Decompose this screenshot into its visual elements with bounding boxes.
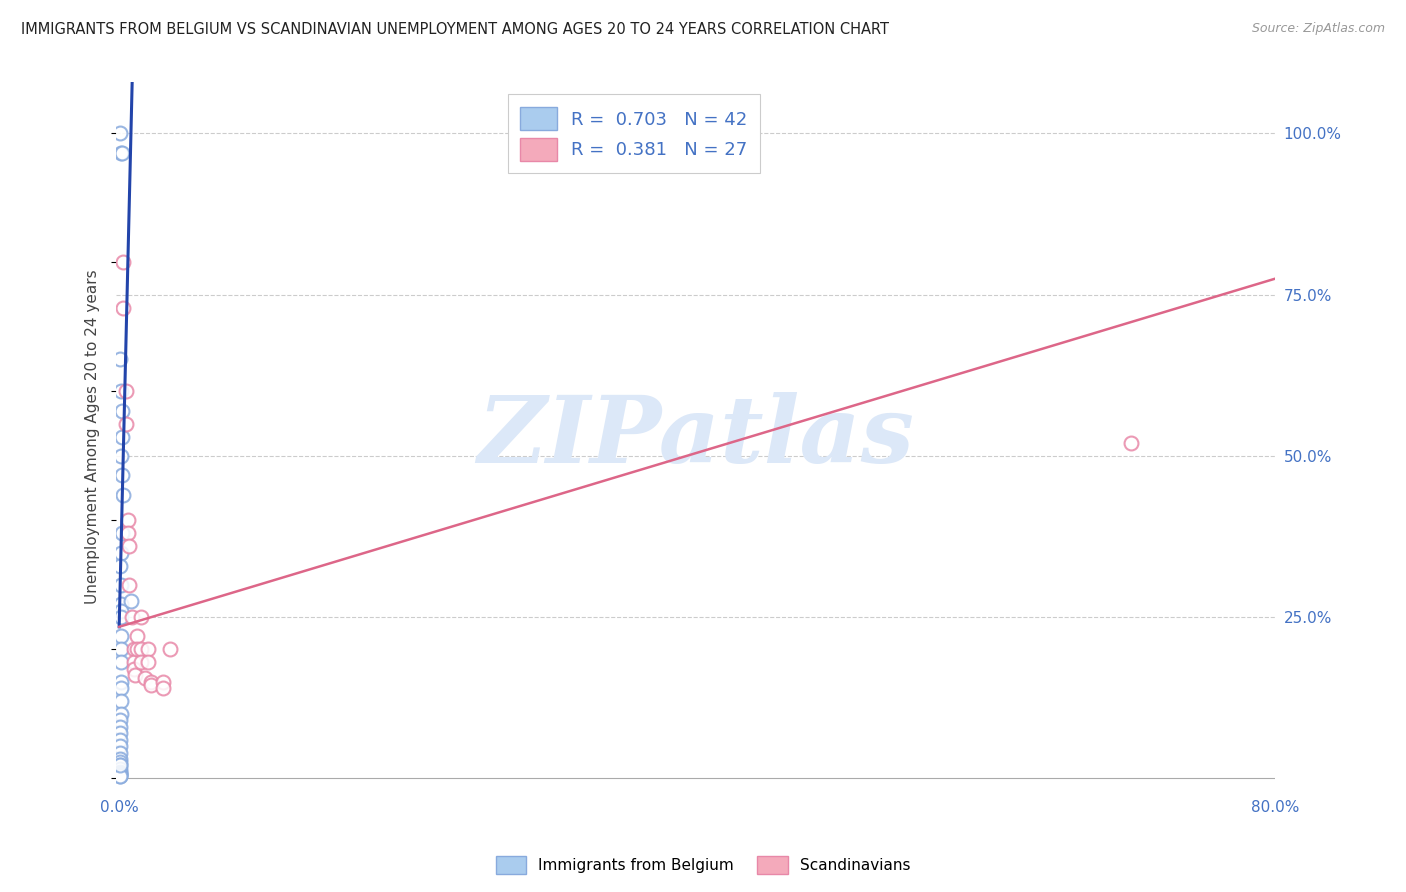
Point (108, 764, 131, 779)
Point (108, 739, 131, 753)
Legend: R =  0.703   N = 42, R =  0.381   N = 27: R = 0.703 N = 42, R = 0.381 N = 27 (508, 95, 759, 173)
Point (110, 674, 132, 689)
Point (136, 642, 159, 657)
Point (117, 526, 139, 541)
Point (110, 597, 132, 611)
Point (110, 145, 132, 160)
Point (125, 642, 148, 657)
Point (136, 655, 159, 669)
Point (111, 468, 134, 483)
Point (108, 758, 131, 772)
Point (139, 674, 162, 689)
Point (134, 672, 156, 686)
Point (125, 630, 148, 644)
Point (108, 720, 131, 734)
Point (112, 301, 135, 315)
Point (117, 513, 139, 527)
Point (111, 145, 134, 160)
Point (108, 755, 131, 769)
Point (110, 578, 132, 592)
Point (110, 558, 132, 573)
Point (1119, 436, 1142, 450)
Point (108, 714, 131, 728)
Point (129, 642, 152, 657)
Point (152, 674, 174, 689)
Point (108, 766, 131, 780)
Point (110, 655, 132, 669)
Point (110, 630, 132, 644)
Point (129, 655, 152, 669)
Text: ZIPatlas: ZIPatlas (478, 392, 914, 482)
Point (121, 610, 143, 624)
Text: IMMIGRANTS FROM BELGIUM VS SCANDINAVIAN UNEMPLOYMENT AMONG AGES 20 TO 24 YEARS C: IMMIGRANTS FROM BELGIUM VS SCANDINAVIAN … (21, 22, 889, 37)
Point (139, 678, 162, 692)
Point (110, 449, 132, 463)
Point (112, 255, 135, 269)
Point (108, 758, 131, 772)
Point (108, 768, 131, 782)
Point (108, 726, 131, 740)
Point (110, 610, 132, 624)
Point (124, 668, 146, 682)
Point (118, 539, 141, 553)
Text: Source: ZipAtlas.com: Source: ZipAtlas.com (1251, 22, 1385, 36)
Point (115, 384, 138, 399)
Point (111, 429, 134, 443)
Point (108, 769, 131, 783)
Point (118, 578, 141, 592)
Point (110, 706, 132, 721)
Point (110, 352, 132, 367)
Point (108, 767, 131, 781)
Point (110, 604, 132, 618)
Point (108, 752, 131, 766)
Point (122, 655, 145, 669)
Point (122, 642, 145, 657)
Y-axis label: Unemployment Among Ages 20 to 24 years: Unemployment Among Ages 20 to 24 years (86, 269, 100, 604)
Legend: Immigrants from Belgium, Scandinavians: Immigrants from Belgium, Scandinavians (489, 850, 917, 880)
Point (110, 642, 132, 657)
Point (115, 417, 138, 431)
Point (108, 746, 131, 760)
Point (108, 732, 131, 747)
Point (122, 662, 145, 676)
Point (111, 404, 134, 418)
Point (108, 762, 131, 776)
Point (110, 694, 132, 708)
Point (110, 681, 132, 695)
Point (111, 526, 134, 541)
Point (129, 610, 152, 624)
Point (110, 546, 132, 560)
Point (110, 384, 132, 399)
Point (108, 127, 131, 141)
Point (111, 487, 134, 501)
Point (108, 769, 131, 783)
Point (120, 594, 142, 608)
Point (159, 642, 181, 657)
Point (152, 681, 174, 695)
